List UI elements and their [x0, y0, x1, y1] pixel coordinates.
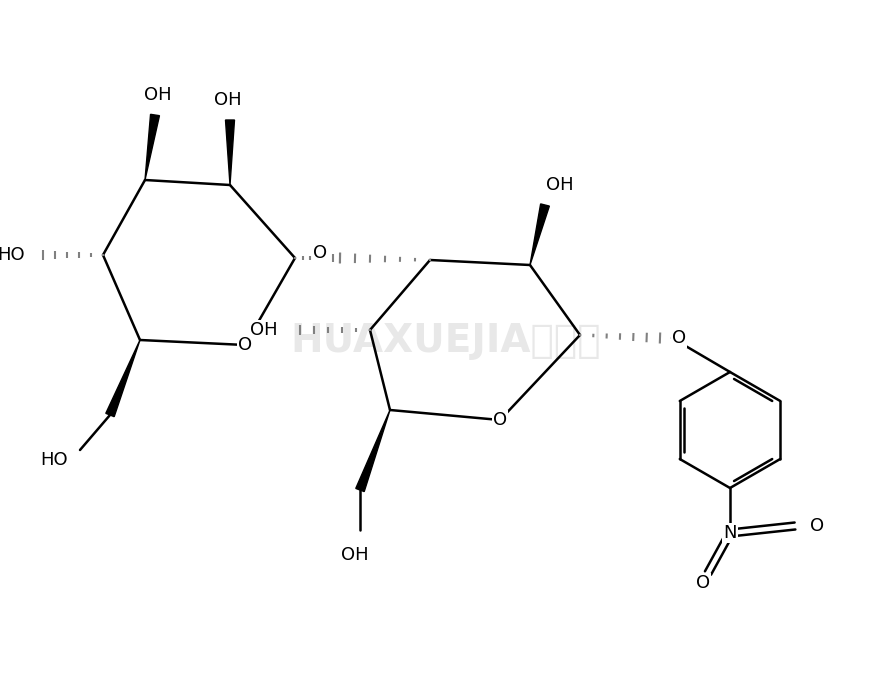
Polygon shape [145, 114, 159, 180]
Text: OH: OH [144, 86, 172, 104]
Text: OH: OH [214, 91, 241, 109]
Text: O: O [696, 574, 710, 592]
Text: O: O [493, 411, 507, 429]
Text: OH: OH [546, 176, 574, 194]
Text: O: O [810, 517, 824, 535]
Polygon shape [106, 340, 140, 417]
Text: O: O [238, 336, 252, 354]
Text: N: N [723, 524, 737, 542]
Text: O: O [672, 329, 686, 347]
Text: HO: HO [0, 246, 25, 264]
Polygon shape [225, 120, 234, 185]
Text: HO: HO [40, 451, 68, 469]
Text: HUAXUEJIA化学加: HUAXUEJIA化学加 [290, 322, 601, 361]
Text: OH: OH [250, 321, 278, 339]
Polygon shape [530, 204, 550, 265]
Text: O: O [313, 244, 327, 262]
Text: OH: OH [341, 546, 369, 564]
Polygon shape [356, 410, 390, 492]
